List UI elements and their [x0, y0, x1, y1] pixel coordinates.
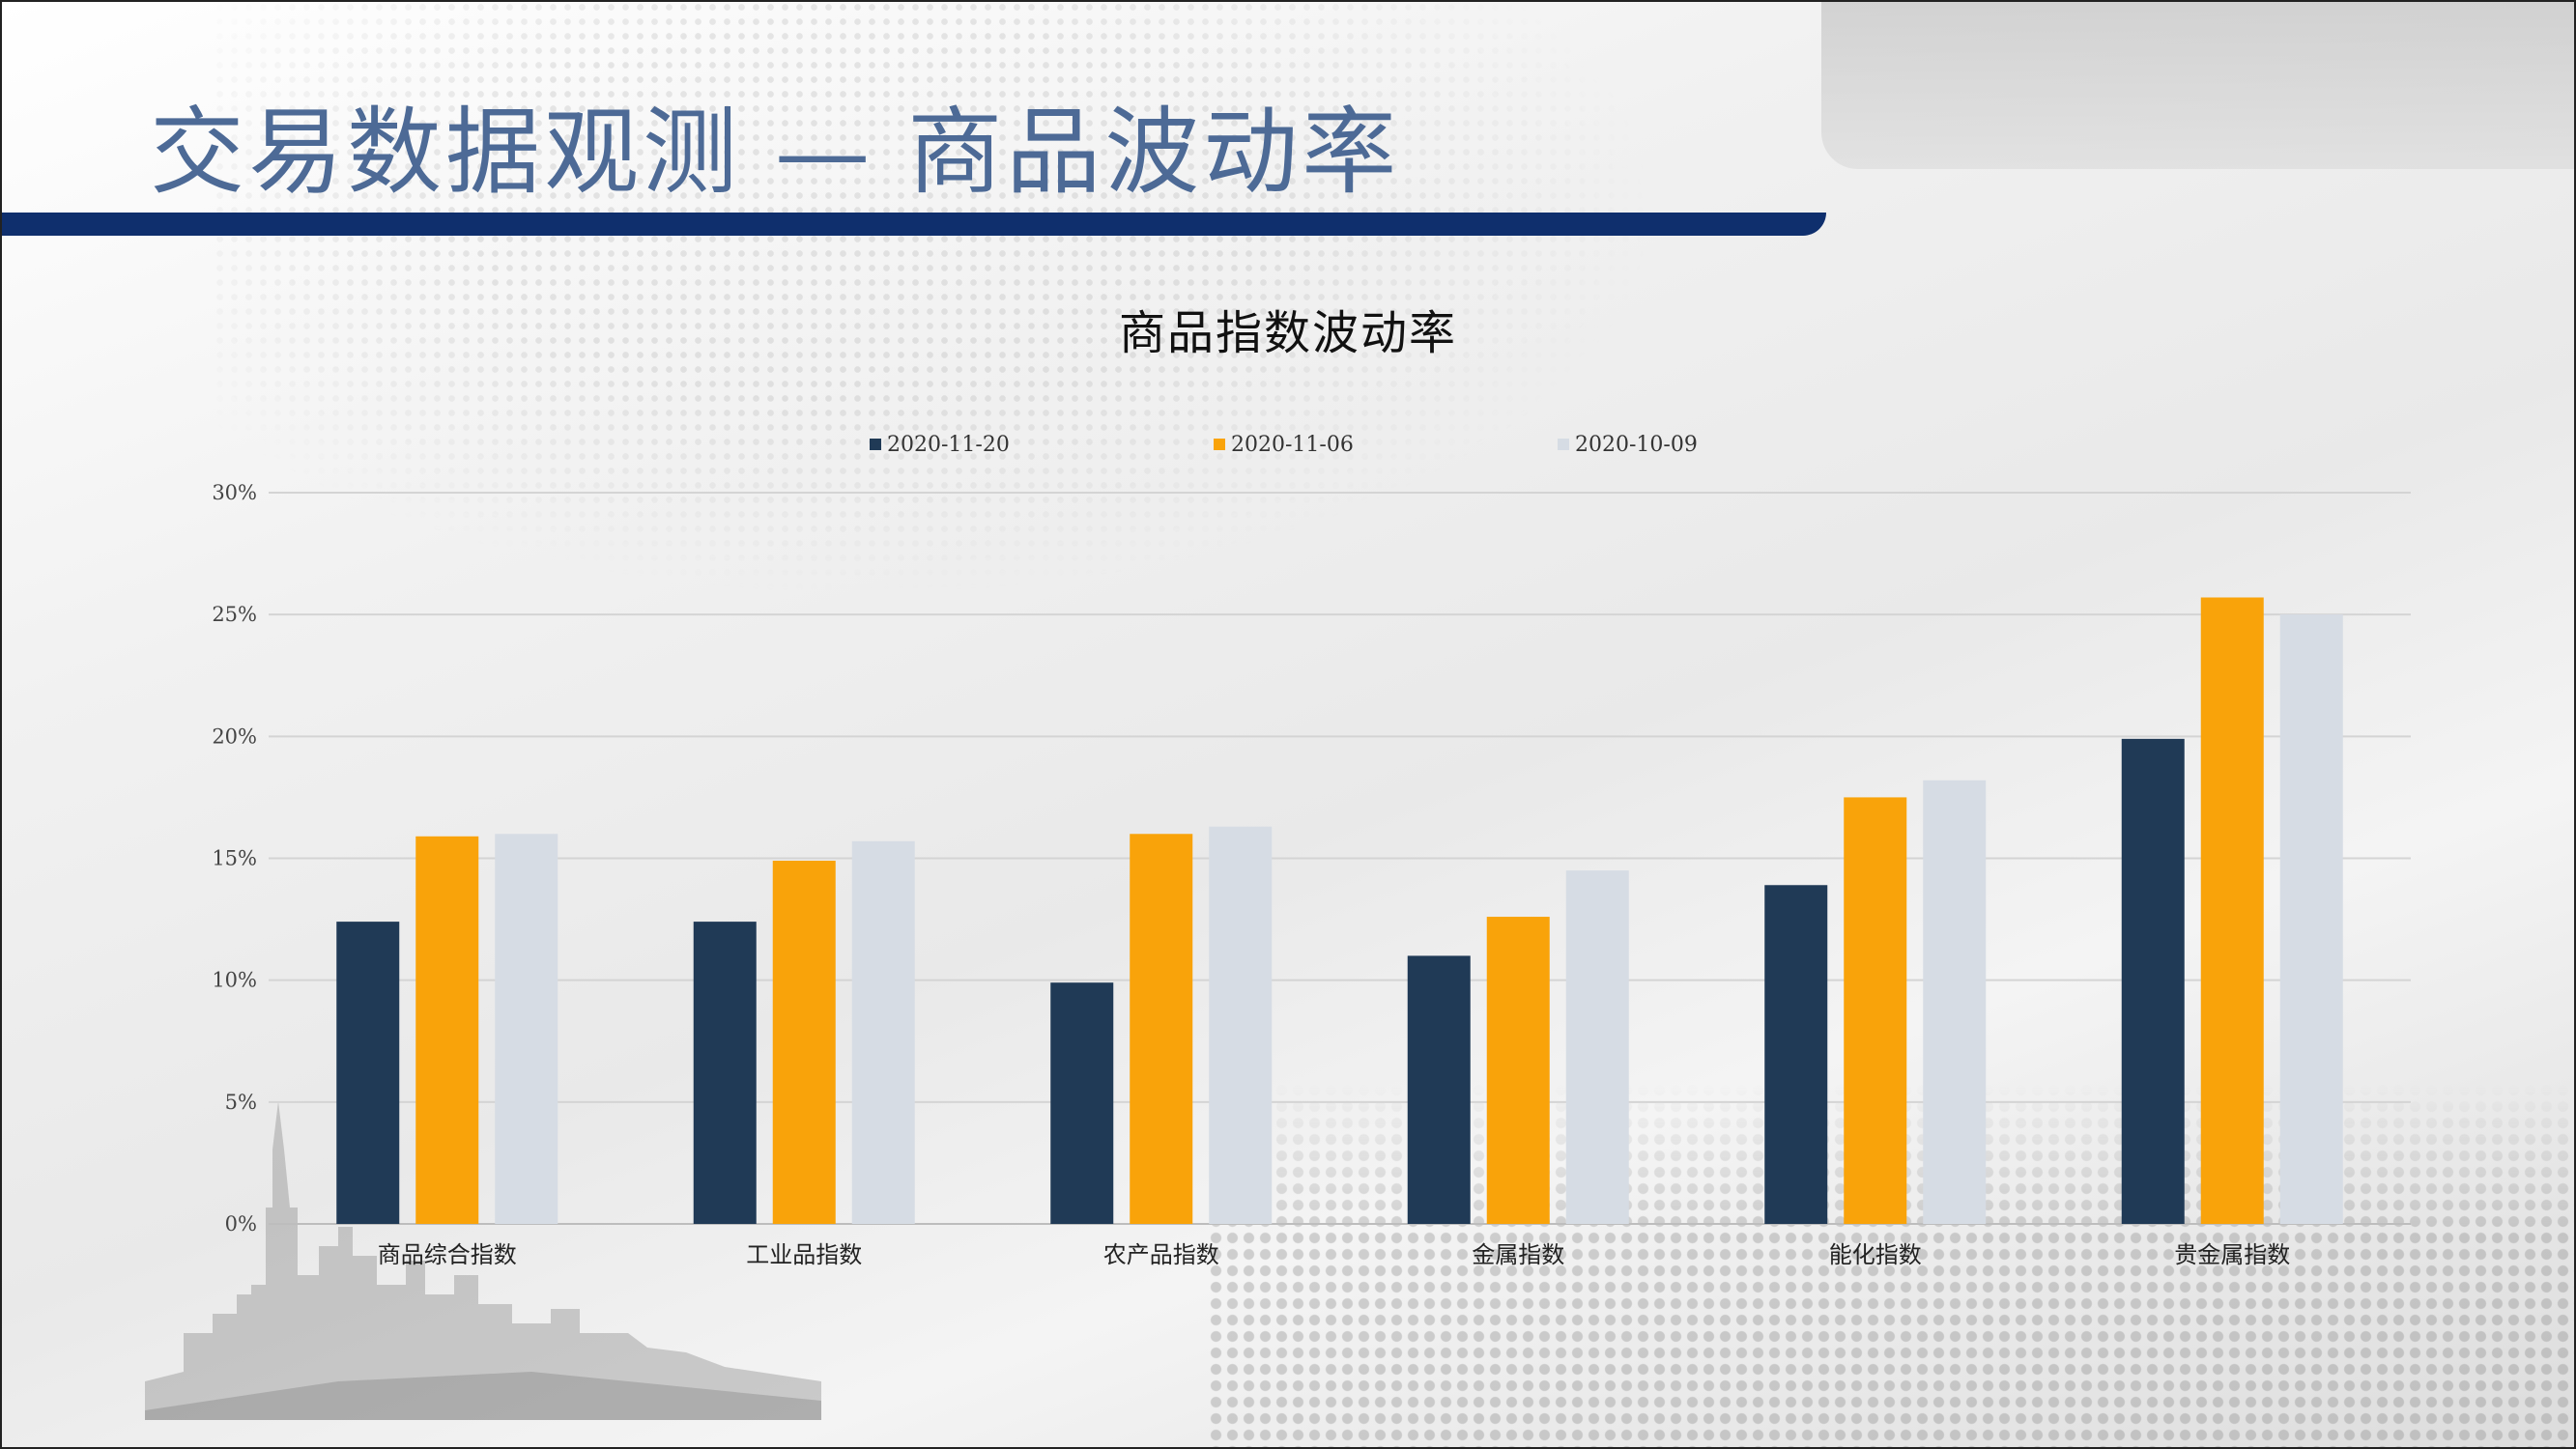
y-tick-label: 5% — [225, 1091, 257, 1114]
y-tick-label: 25% — [212, 603, 257, 626]
bar-2020-11-20-工业品指数 — [693, 922, 757, 1224]
legend-swatch — [1214, 439, 1225, 450]
y-tick-label: 30% — [212, 481, 257, 504]
x-axis-categories: 商品综合指数 工业品指数 农产品指数 金属指数 能化指数 贵金属指数 — [378, 1241, 2291, 1268]
y-tick-label: 10% — [212, 969, 257, 992]
bars — [336, 597, 2343, 1224]
bar-2020-10-09-商品综合指数 — [495, 834, 558, 1224]
x-category-label: 能化指数 — [1829, 1241, 1922, 1268]
bar-2020-10-09-贵金属指数 — [2279, 614, 2343, 1224]
bar-2020-10-09-工业品指数 — [851, 840, 915, 1224]
bar-2020-11-06-金属指数 — [1486, 917, 1550, 1224]
gridlines — [269, 492, 2411, 1225]
y-tick-label: 20% — [212, 724, 257, 748]
world-map-dots-decoration — [213, 0, 1662, 599]
y-tick-label: 0% — [225, 1212, 257, 1236]
x-category-label: 金属指数 — [1472, 1241, 1564, 1268]
legend-swatch — [1558, 439, 1569, 450]
x-category-label: 商品综合指数 — [378, 1241, 517, 1268]
header-tab-decoration — [1821, 0, 2576, 169]
bar-2020-11-20-金属指数 — [1407, 955, 1471, 1224]
bar-2020-11-06-商品综合指数 — [415, 836, 479, 1224]
x-category-label: 贵金属指数 — [2174, 1241, 2290, 1268]
legend-label: 2020-11-20 — [887, 433, 1010, 457]
legend-item: 2020-11-06 — [1214, 433, 1354, 457]
city-skyline-decoration — [145, 1101, 821, 1420]
chart-title: 商品指数波动率 — [1118, 306, 1457, 360]
bar-2020-10-09-农产品指数 — [1209, 826, 1273, 1224]
x-category-label: 农产品指数 — [1103, 1241, 1219, 1268]
y-axis-ticks: 0% 5% 10% 15% 20% 25% 30% — [212, 481, 257, 1236]
bar-2020-11-20-农产品指数 — [1050, 982, 1114, 1224]
legend-item: 2020-11-20 — [870, 433, 1010, 457]
legend-label: 2020-10-09 — [1575, 433, 1698, 457]
bar-2020-11-06-能化指数 — [1844, 797, 1907, 1224]
bar-2020-11-06-贵金属指数 — [2200, 597, 2264, 1224]
bar-2020-11-06-农产品指数 — [1130, 834, 1193, 1224]
legend-swatch — [870, 439, 881, 450]
bar-2020-11-20-商品综合指数 — [336, 922, 400, 1224]
y-tick-label: 15% — [212, 847, 257, 870]
x-category-label: 工业品指数 — [746, 1241, 862, 1268]
legend-label: 2020-11-06 — [1231, 433, 1354, 457]
bar-2020-11-06-工业品指数 — [772, 861, 836, 1224]
bar-2020-10-09-金属指数 — [1565, 870, 1629, 1224]
page-title: 交易数据观测 — 商品波动率 — [150, 98, 1401, 208]
bar-2020-11-20-贵金属指数 — [2121, 738, 2185, 1224]
chart-legend: 2020-11-20 2020-11-06 2020-10-09 — [0, 433, 2576, 462]
legend-item: 2020-10-09 — [1558, 433, 1698, 457]
bar-2020-10-09-能化指数 — [1923, 780, 1987, 1224]
header-bar — [0, 213, 1826, 236]
bar-2020-11-20-能化指数 — [1764, 885, 1828, 1224]
